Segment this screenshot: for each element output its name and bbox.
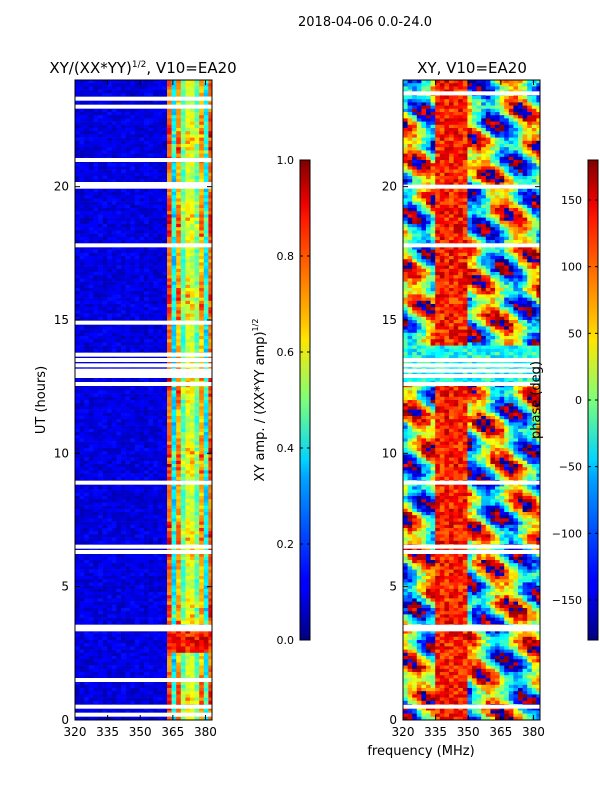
flagged-time-row — [403, 91, 540, 96]
flagged-time-row — [403, 624, 540, 629]
right-panel-title: XY, V10=EA20 — [417, 59, 527, 77]
y-tick-label: 20 — [54, 180, 69, 194]
flagged-time-row — [403, 363, 540, 368]
figure-suptitle: 2018-04-06 0.0-24.0 — [298, 15, 432, 30]
flagged-time-row — [403, 544, 540, 549]
flagged-time-row — [75, 627, 212, 632]
colorbar-tick-label: 100 — [561, 261, 582, 274]
flagged-time-row — [75, 363, 212, 368]
x-tick-label: 350 — [457, 725, 480, 739]
y-tick-label: 20 — [382, 180, 397, 194]
x-tick-label: 365 — [489, 725, 512, 739]
flagged-time-row — [75, 184, 212, 189]
phase-heatmap — [403, 80, 540, 720]
flagged-time-row — [75, 371, 212, 376]
flagged-time-row — [75, 382, 212, 386]
flagged-time-row — [75, 704, 212, 709]
colorbar-tick-label: 0.6 — [277, 346, 295, 359]
left-title-superscript: 1/2 — [132, 60, 146, 70]
left-panel-title: XY/(XX*YY)1/2, V10=EA20 — [49, 59, 236, 77]
left-title-tail: , V10=EA20 — [146, 59, 236, 77]
flagged-time-row — [403, 243, 540, 248]
y-tick-label: 10 — [382, 446, 397, 460]
flagged-time-row — [75, 320, 212, 325]
flagged-time-row — [75, 712, 212, 717]
flagged-time-row — [75, 96, 212, 101]
x-tick-label: 335 — [424, 725, 447, 739]
y-tick-label: 15 — [54, 313, 69, 327]
flagged-time-row — [403, 382, 540, 386]
flagged-time-row — [75, 368, 212, 373]
flagged-time-row — [75, 550, 212, 554]
colorbar-tick-label: 0.0 — [277, 634, 295, 647]
left-y-axis-label: UT (hours) — [34, 366, 49, 434]
flagged-time-row — [75, 158, 212, 162]
colorbar-tick-label: 150 — [561, 194, 582, 207]
colorbar-tick-label: 50 — [568, 327, 582, 340]
flagged-time-row — [75, 678, 212, 682]
amplitude-heatmap-frame — [74, 79, 213, 721]
flagged-time-row — [75, 358, 212, 362]
x-tick-label: 320 — [392, 725, 415, 739]
colorbar-tick-label: 0 — [575, 394, 582, 407]
colorbar-tick-label: 0.2 — [277, 538, 295, 551]
y-tick-label: 0 — [389, 713, 397, 727]
colorbar-tick-label: 0.4 — [277, 442, 295, 455]
amplitude-heatmap — [75, 80, 212, 720]
amplitude-axes-ticks: 320 335 350 365 380 0 5 10 15 20 — [54, 80, 217, 739]
left-title-main: XY/(XX*YY) — [49, 59, 132, 77]
flagged-time-row — [75, 243, 212, 248]
phase-colorbar-ticks: 150 100 50 0 −50 −100 −150 — [552, 194, 598, 607]
phase-axes-ticks: 320 335 350 365 380 0 5 10 15 20 — [382, 80, 545, 739]
amplitude-colorbar-label: XY amp. / (XX*YY amp)1/2 — [251, 319, 268, 482]
amp-cb-label-main: XY amp. / (XX*YY amp) — [253, 331, 268, 481]
x-tick-label: 365 — [161, 725, 184, 739]
y-tick-label: 10 — [54, 446, 69, 460]
flagged-time-row — [403, 374, 540, 378]
phase-colorbar-label: phase (deg) — [529, 361, 544, 439]
x-tick-label: 320 — [64, 725, 87, 739]
flagged-time-row — [75, 104, 212, 109]
colorbar-tick-label: 0.8 — [277, 250, 295, 263]
flagged-time-row — [403, 480, 540, 485]
flagged-time-row — [403, 358, 540, 362]
x-tick-label: 350 — [129, 725, 152, 739]
y-tick-label: 5 — [389, 580, 397, 594]
colorbar-tick-label: 1.0 — [277, 154, 295, 167]
x-tick-label: 335 — [96, 725, 119, 739]
x-tick-label: 380 — [522, 725, 545, 739]
flagged-time-row — [75, 624, 212, 629]
y-tick-label: 15 — [382, 313, 397, 327]
colorbar-tick-label: −150 — [552, 594, 582, 607]
amp-cb-label-superscript: 1/2 — [251, 319, 260, 332]
flagged-time-row — [75, 374, 212, 378]
flagged-time-row — [403, 550, 540, 554]
flagged-time-row — [75, 182, 212, 186]
flagged-time-row — [403, 704, 540, 709]
amplitude-colorbar-ticks: 0.0 0.2 0.4 0.6 0.8 1.0 — [277, 154, 310, 647]
flagged-time-row — [75, 480, 212, 485]
x-axis-label: frequency (MHz) — [367, 744, 474, 759]
phase-heatmap-frame — [402, 79, 541, 721]
flagged-time-row — [75, 544, 212, 549]
y-tick-label: 5 — [61, 580, 69, 594]
colorbar-tick-label: −100 — [552, 527, 582, 540]
colorbar-tick-label: −50 — [559, 461, 582, 474]
y-tick-label: 0 — [61, 713, 69, 727]
flagged-time-row — [403, 184, 540, 189]
x-tick-label: 380 — [194, 725, 217, 739]
amplitude-colorbar — [299, 159, 311, 641]
flagged-time-row — [403, 627, 540, 632]
flagged-time-row — [403, 368, 540, 373]
flagged-time-row — [75, 352, 212, 357]
